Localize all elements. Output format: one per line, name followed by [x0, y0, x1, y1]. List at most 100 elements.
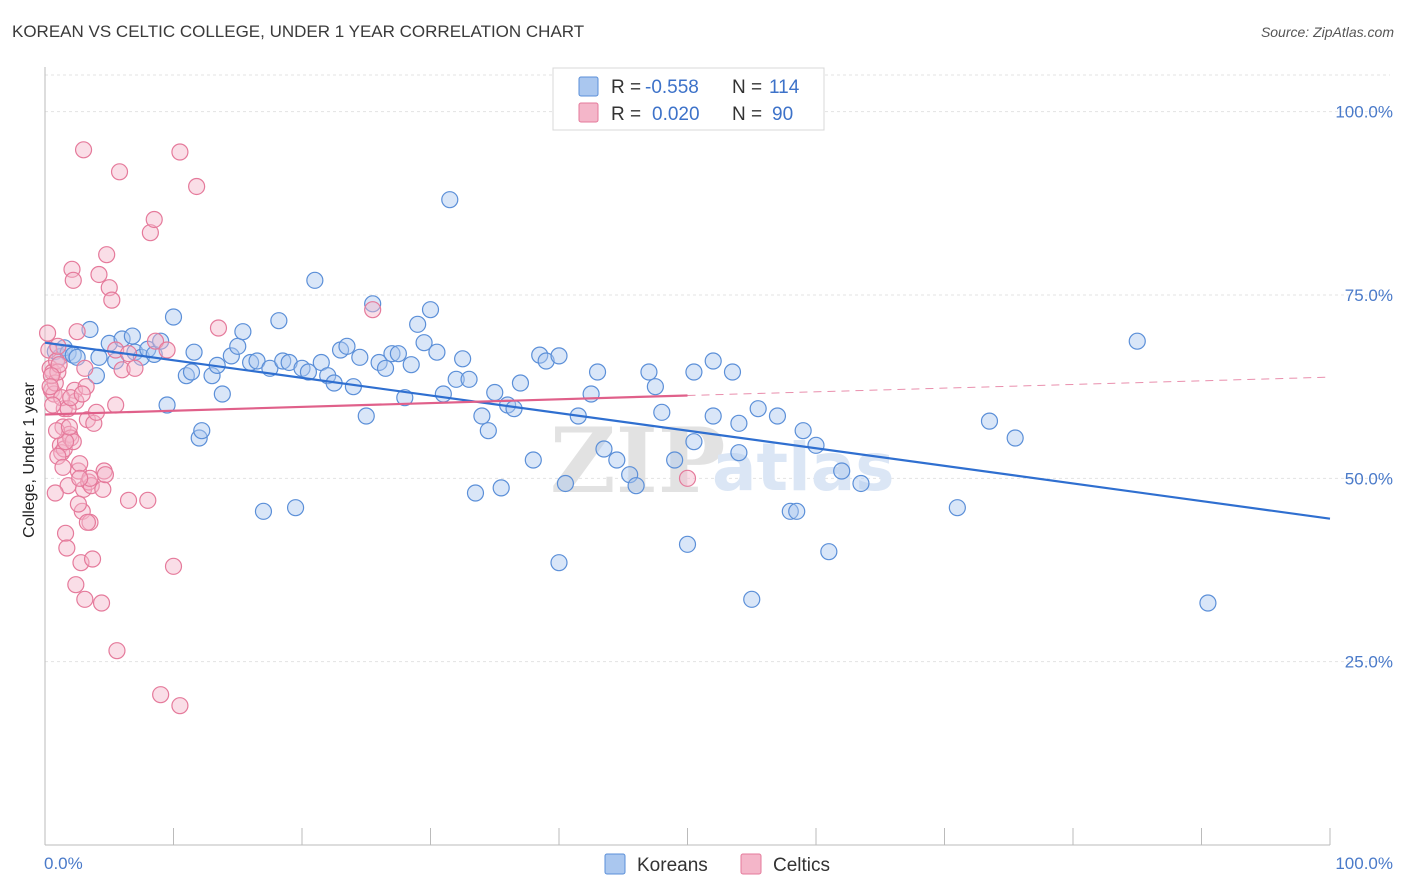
- korean-point: [113, 330, 131, 348]
- celtic-point: [54, 458, 72, 476]
- celtics-r-value: 0.020: [652, 104, 700, 125]
- series-koreans-points: [46, 191, 1217, 612]
- korean-point: [646, 378, 664, 396]
- korean-point: [730, 444, 748, 462]
- korean-point: [1199, 594, 1217, 612]
- korean-point: [627, 477, 645, 495]
- celtic-point: [73, 385, 91, 403]
- watermark-zip: ZIP: [550, 408, 725, 514]
- tick-labels: 25.0% 50.0% 75.0% 100.0% 0.0% 100.0%: [44, 103, 1393, 873]
- celtic-point: [113, 361, 131, 379]
- korean-point: [852, 474, 870, 493]
- korean-point: [621, 466, 639, 484]
- korean-point: [685, 433, 703, 451]
- celtic-point: [41, 378, 59, 396]
- korean-point: [234, 323, 252, 341]
- korean-point: [447, 370, 465, 388]
- korean-point: [123, 327, 141, 345]
- stats-legend: R = -0.558 N = 114 R = 0.020 N = 90: [552, 67, 825, 131]
- celtic-point: [139, 491, 157, 509]
- korean-point: [781, 502, 799, 520]
- korean-point: [678, 535, 697, 553]
- y-tick-label: 100.0%: [1335, 103, 1393, 122]
- korean-point: [364, 295, 382, 313]
- legend-koreans-label: Koreans: [637, 855, 708, 876]
- celtic-point: [171, 143, 189, 161]
- korean-point: [454, 350, 472, 368]
- y-tick-label: 50.0%: [1345, 469, 1393, 488]
- celtics-n-label: N =: [732, 104, 762, 125]
- korean-point: [306, 271, 324, 289]
- x-tick-label: 0.0%: [44, 854, 83, 873]
- korean-point: [376, 359, 395, 377]
- celtic-point: [94, 480, 112, 498]
- korean-point: [409, 315, 427, 333]
- celtic-point: [56, 524, 75, 542]
- legend-celtics-swatch: [740, 853, 762, 875]
- korean-point: [730, 414, 748, 432]
- celtic-point: [90, 265, 108, 284]
- celtic-point: [119, 491, 138, 509]
- korean-point: [479, 422, 497, 440]
- korean-point: [182, 363, 201, 381]
- korean-point: [640, 363, 658, 381]
- korean-point: [158, 396, 176, 414]
- celtic-point: [364, 301, 382, 319]
- korean-point: [466, 484, 485, 502]
- celtic-point: [71, 469, 89, 487]
- axes: [44, 67, 1331, 846]
- korean-point: [338, 337, 356, 355]
- korean-point: [595, 440, 613, 458]
- celtic-point: [49, 447, 67, 465]
- source-label: Source: ZipAtlas.com: [1260, 24, 1394, 40]
- celtic-point: [83, 550, 102, 568]
- korean-point: [588, 363, 607, 381]
- korean-point: [980, 412, 999, 430]
- korean-point: [460, 370, 478, 388]
- korean-point: [415, 334, 433, 352]
- celtic-point: [678, 469, 697, 487]
- korean-point: [582, 385, 600, 403]
- korean-point: [537, 352, 555, 370]
- korean-point: [421, 301, 440, 319]
- korean-point: [608, 451, 626, 469]
- korean-point: [704, 352, 722, 370]
- korean-point: [833, 462, 851, 480]
- celtic-point: [71, 455, 89, 473]
- celtic-point: [76, 359, 94, 377]
- korean-point: [152, 332, 170, 350]
- celtic-point: [74, 141, 93, 159]
- korean-point: [511, 374, 530, 392]
- korean-point: [213, 385, 231, 403]
- celtic-point: [171, 697, 189, 715]
- korean-point: [723, 363, 742, 381]
- chart-title: KOREAN VS CELTIC COLLEGE, UNDER 1 YEAR C…: [12, 22, 585, 41]
- korean-point: [370, 353, 388, 372]
- celtics-swatch: [578, 102, 599, 123]
- celtic-point: [60, 418, 79, 436]
- korean-point: [286, 499, 305, 517]
- korean-point: [254, 502, 273, 520]
- korean-point: [270, 312, 288, 330]
- korean-point: [524, 451, 542, 469]
- korean-point: [948, 499, 966, 517]
- korean-point: [1128, 332, 1146, 350]
- korean-point: [820, 543, 838, 561]
- celtic-point: [188, 177, 206, 196]
- celtic-point: [85, 414, 103, 432]
- korean-point: [193, 422, 211, 440]
- korean-point: [274, 352, 292, 370]
- celtic-point: [76, 590, 94, 608]
- korean-point: [807, 436, 825, 454]
- koreans-r-label: R =: [611, 77, 641, 98]
- celtic-point: [110, 163, 129, 181]
- celtic-point: [49, 337, 67, 355]
- korean-point: [383, 345, 401, 363]
- series-legend: Koreans Celtics: [604, 853, 830, 876]
- celtic-point: [126, 359, 144, 377]
- x-tick-label: 100.0%: [1335, 854, 1393, 873]
- korean-point: [203, 367, 221, 385]
- korean-point: [428, 343, 446, 361]
- koreans-n-value: 114: [769, 77, 800, 98]
- y-axis-label: College, Under 1 year: [21, 382, 38, 538]
